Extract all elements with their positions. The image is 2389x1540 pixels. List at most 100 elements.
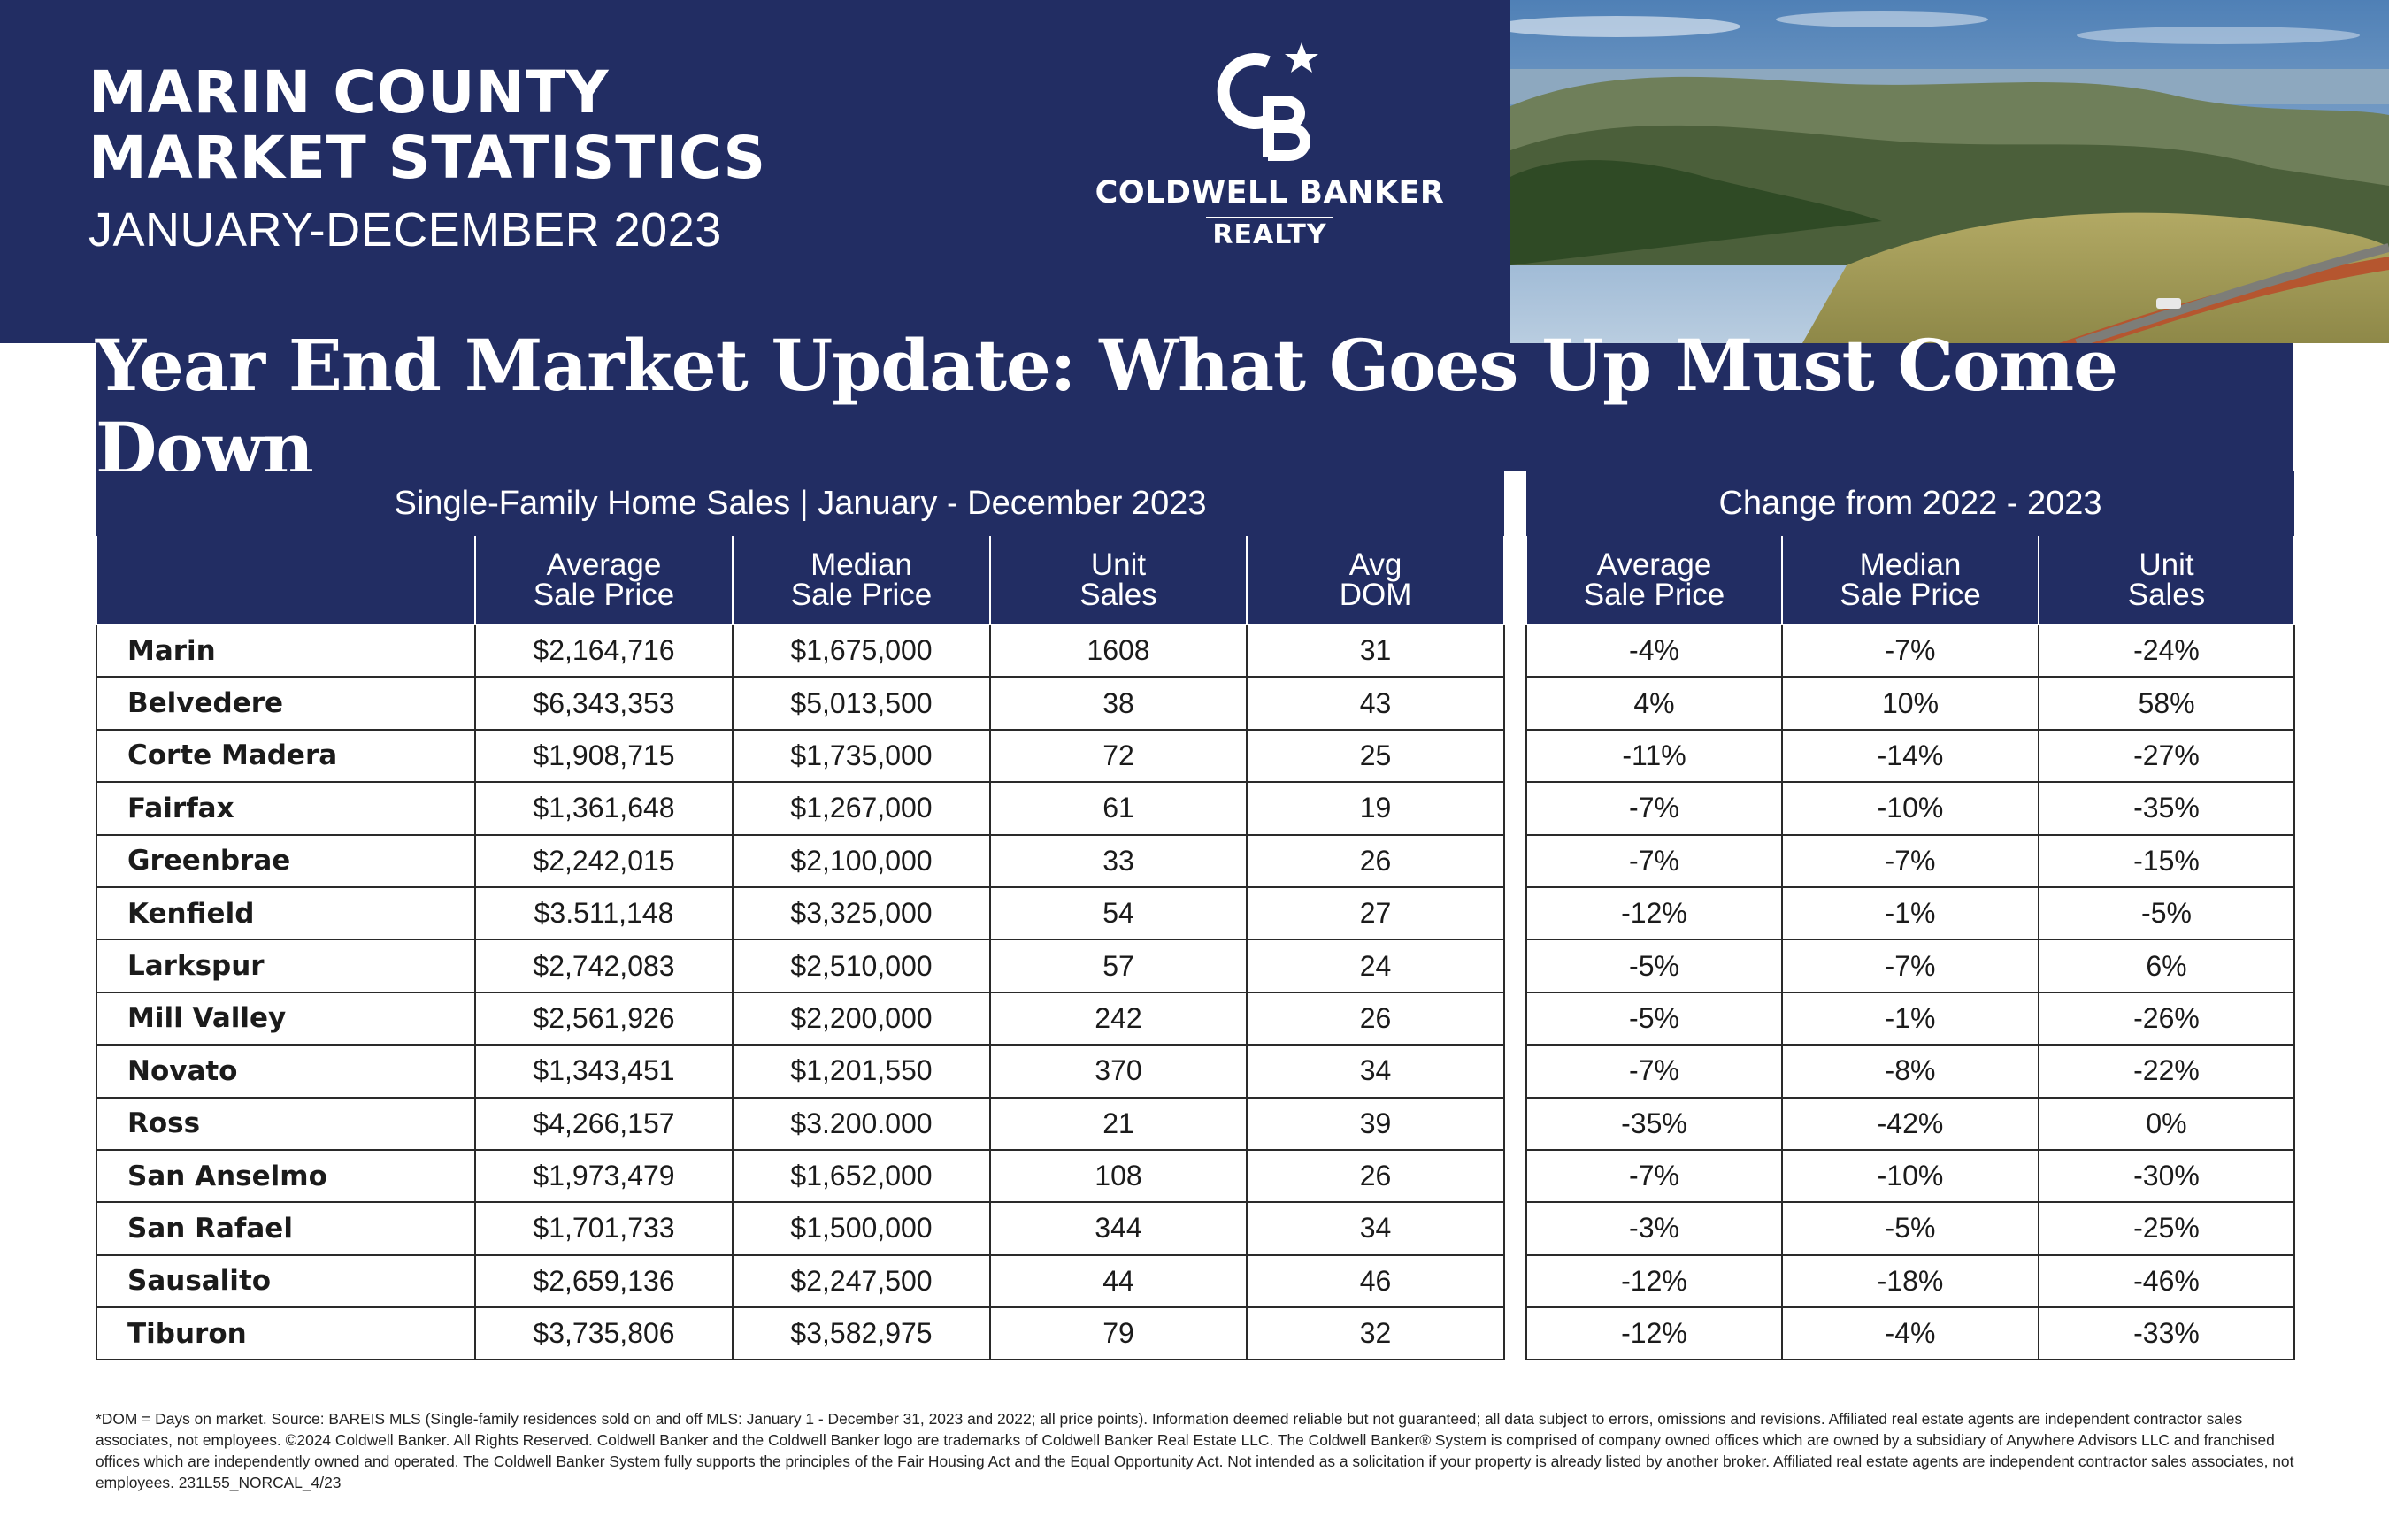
- unit-sales-change-cell: -5%: [2038, 885, 2295, 941]
- table-row: Sausalito $2,659,136 $2,247,500 44 46: [96, 1253, 1506, 1309]
- table-row: -7% -10% -35%: [1525, 781, 2295, 836]
- area-name-cell: Larkspur: [96, 939, 476, 993]
- table-row: Corte Madera $1,908,715 $1,735,000 72 25: [96, 728, 1506, 784]
- avg-sale-price-cell: $6,343,353: [474, 676, 734, 731]
- col-header-avg-price: Average Sale Price: [474, 536, 734, 625]
- col-header-area: [96, 536, 476, 625]
- avg-dom-cell: 46: [1245, 1253, 1506, 1309]
- avg-sale-price-cell: $3.511,148: [474, 885, 734, 941]
- marin-landscape-photo: [1510, 0, 2389, 343]
- unit-sales-change-cell: -30%: [2038, 1148, 2295, 1204]
- area-name-cell: Ross: [96, 1096, 476, 1151]
- unit-sales-cell: 54: [989, 885, 1248, 941]
- median-sale-price-cell: $1,201,550: [732, 1044, 991, 1099]
- area-name-cell: Greenbrae: [96, 833, 476, 888]
- group-header-row: Single-Family Home Sales | January - Dec…: [96, 471, 1505, 536]
- footnote: *DOM = Days on market. Source: BAREIS ML…: [96, 1410, 2294, 1491]
- area-name-cell: San Rafael: [96, 1201, 476, 1256]
- col-header-line: Sale Price: [1840, 577, 1981, 612]
- avg-dom-cell: 26: [1245, 1148, 1506, 1204]
- unit-sales-cell: 33: [989, 833, 1248, 888]
- median-price-change-cell: -42%: [1781, 1096, 2039, 1151]
- median-sale-price-cell: $1,500,000: [732, 1201, 991, 1256]
- avg-sale-price-cell: $2,164,716: [474, 623, 734, 678]
- table-row: -7% -7% -15%: [1525, 833, 2295, 888]
- unit-sales-change-cell: -27%: [2038, 728, 2295, 784]
- col-header-line: Median: [810, 547, 912, 582]
- table-row: 4% 10% 58%: [1525, 676, 2295, 731]
- table-row: Greenbrae $2,242,015 $2,100,000 33 26: [96, 833, 1506, 888]
- unit-sales-change-cell: -25%: [2038, 1201, 2295, 1256]
- table-row: -5% -7% 6%: [1525, 939, 2295, 993]
- avg-dom-cell: 32: [1245, 1306, 1506, 1361]
- table-row: -7% -8% -22%: [1525, 1044, 2295, 1099]
- unit-sales-cell: 38: [989, 676, 1248, 731]
- headline-banner: Year End Market Update: What Goes Up Mus…: [96, 324, 2293, 490]
- median-price-change-cell: -7%: [1781, 939, 2039, 993]
- change-table: Change from 2022 - 2023 Average Sale Pric…: [1525, 471, 2295, 1361]
- median-sale-price-cell: $3.200.000: [732, 1096, 991, 1151]
- table-row: -3% -5% -25%: [1525, 1201, 2295, 1256]
- avg-sale-price-cell: $2,659,136: [474, 1253, 734, 1309]
- unit-sales-cell: 1608: [989, 623, 1248, 678]
- area-name-cell: Belvedere: [96, 676, 476, 731]
- avg-dom-cell: 19: [1245, 781, 1506, 836]
- median-price-change-cell: -7%: [1781, 833, 2039, 888]
- table-row: -12% -4% -33%: [1525, 1306, 2295, 1361]
- median-price-change-cell: -1%: [1781, 885, 2039, 941]
- table-row: Marin $2,164,716 $1,675,000 1608 31: [96, 623, 1506, 678]
- avg-price-change-cell: 4%: [1525, 676, 1783, 731]
- col-header-line: Sales: [2127, 577, 2206, 612]
- unit-sales-cell: 72: [989, 728, 1248, 784]
- avg-dom-cell: 26: [1245, 991, 1506, 1046]
- unit-sales-change-cell: -33%: [2038, 1306, 2295, 1361]
- avg-dom-cell: 31: [1245, 623, 1506, 678]
- col-header-unit-sales-change: Unit Sales: [2038, 536, 2295, 625]
- avg-sale-price-cell: $1,343,451: [474, 1044, 734, 1099]
- unit-sales-change-cell: -35%: [2038, 781, 2295, 836]
- column-header-row: Average Sale Price Median Sale Price Unit S…: [1525, 536, 2295, 625]
- brand-sub: REALTY: [1212, 219, 1327, 250]
- median-price-change-cell: -8%: [1781, 1044, 2039, 1099]
- table-row: Novato $1,343,451 $1,201,550 370 34: [96, 1044, 1506, 1099]
- unit-sales-change-cell: -22%: [2038, 1044, 2295, 1099]
- unit-sales-cell: 242: [989, 991, 1248, 1046]
- area-name-cell: Tiburon: [96, 1306, 476, 1361]
- median-sale-price-cell: $2,510,000: [732, 939, 991, 993]
- median-sale-price-cell: $1,652,000: [732, 1148, 991, 1204]
- avg-price-change-cell: -7%: [1525, 781, 1783, 836]
- avg-sale-price-cell: $1,701,733: [474, 1201, 734, 1256]
- brand-divider: [1206, 217, 1333, 218]
- left-table-body: Marin $2,164,716 $1,675,000 1608 31 Belvedere…: [96, 623, 1506, 1361]
- avg-sale-price-cell: $4,266,157: [474, 1096, 734, 1151]
- median-sale-price-cell: $1,675,000: [732, 623, 991, 678]
- col-header-line: Sales: [1079, 577, 1157, 612]
- median-price-change-cell: 10%: [1781, 676, 2039, 731]
- col-header-line: Avg: [1348, 547, 1402, 582]
- avg-sale-price-cell: $3,735,806: [474, 1306, 734, 1361]
- area-name-cell: Kenfield: [96, 885, 476, 941]
- table-row: Ross $4,266,157 $3.200.000 21 39: [96, 1096, 1506, 1151]
- area-name-cell: San Anselmo: [96, 1148, 476, 1204]
- median-sale-price-cell: $1,267,000: [732, 781, 991, 836]
- table-row: Tiburon $3,735,806 $3,582,975 79 32: [96, 1306, 1506, 1361]
- col-header-line: Average: [1596, 547, 1712, 582]
- col-header-median-price-change: Median Sale Price: [1781, 536, 2039, 625]
- avg-price-change-cell: -4%: [1525, 623, 1783, 678]
- brand-name: COLDWELL BANKER: [1095, 175, 1445, 211]
- avg-price-change-cell: -7%: [1525, 833, 1783, 888]
- area-name-cell: Novato: [96, 1044, 476, 1099]
- median-price-change-cell: -18%: [1781, 1253, 2039, 1309]
- median-sale-price-cell: $2,200,000: [732, 991, 991, 1046]
- median-price-change-cell: -10%: [1781, 781, 2039, 836]
- avg-price-change-cell: -12%: [1525, 885, 1783, 941]
- table-row: -5% -1% -26%: [1525, 991, 2295, 1046]
- median-sale-price-cell: $3,582,975: [732, 1306, 991, 1361]
- table-row: San Rafael $1,701,733 $1,500,000 344 34: [96, 1201, 1506, 1256]
- avg-dom-cell: 43: [1245, 676, 1506, 731]
- median-sale-price-cell: $5,013,500: [732, 676, 991, 731]
- avg-sale-price-cell: $1,973,479: [474, 1148, 734, 1204]
- title-line-1: MARIN COUNTY: [88, 58, 610, 126]
- column-header-row: Average Sale Price Median Sale Price Unit S…: [96, 536, 1506, 625]
- avg-dom-cell: 26: [1245, 833, 1506, 888]
